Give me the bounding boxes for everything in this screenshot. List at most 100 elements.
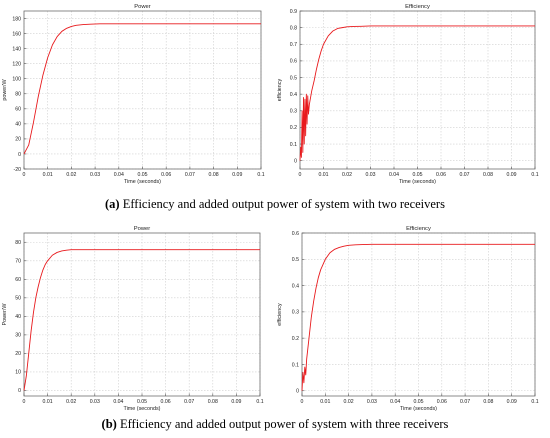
chart-a-efficiency-svg: 0 0.01 0.02 0.03 0.04 0.05 0.06 0.07 0.08 0.09 0.1…	[277, 4, 539, 185]
x-tick-label: 0.05	[137, 399, 147, 405]
caption-a-tag: (a)	[105, 197, 120, 211]
x-tick-label: 0	[23, 172, 26, 178]
x-tick-label: 0.07	[184, 399, 194, 405]
x-tick-label: 0.02	[66, 399, 76, 405]
y-tick-label: 160	[12, 31, 21, 37]
x-tick-label: 0.04	[389, 172, 399, 178]
y-tick-label: 100	[12, 77, 21, 83]
x-tick-label: 0.04	[390, 399, 400, 405]
y-tick-label: 0.7	[290, 42, 297, 48]
chart-a-efficiency: 0 0.01 0.02 0.03 0.04 0.05 0.06 0.07 0.08 0.09 0.1…	[275, 0, 550, 185]
y-tick-label: 50	[15, 296, 21, 302]
y-tick-label: 0.5	[292, 257, 299, 263]
y-tick-label: -20	[14, 167, 22, 173]
x-axis-label: Time (seconds)	[400, 406, 437, 412]
chart-b-efficiency-svg: 0 0.01 0.02 0.03 0.04 0.05 0.06 0.07 0.08 0.09 0.1…	[277, 226, 539, 412]
y-tick-label: 180	[12, 16, 21, 22]
x-tick-label: 0.04	[114, 172, 124, 178]
x-tick-label: 0.1	[256, 399, 263, 405]
y-tick-label: 0.9	[290, 9, 297, 15]
y-tick-label: 0.2	[290, 125, 297, 131]
chart-b-power: 0 0.01 0.02 0.03 0.04 0.05 0.06 0.07 0.08 0.09 0.1…	[0, 222, 275, 412]
x-tick-label: 0.06	[436, 172, 446, 178]
x-tick-label: 0.06	[161, 172, 171, 178]
y-tick-label: 60	[15, 107, 21, 113]
y-tick-label: 20	[15, 137, 21, 143]
x-axis-label: Time (seconds)	[124, 406, 161, 412]
y-tick-label: 0	[18, 152, 21, 158]
y-tick-label: 0.1	[292, 362, 299, 368]
x-tick-label: 0.09	[232, 172, 242, 178]
x-tick-label: 0.02	[344, 399, 354, 405]
chart-a-power: 0 0.01 0.02 0.03 0.04 0.05 0.06 0.07 0.08 0.09 0.1…	[0, 0, 275, 185]
x-tick-label: 0.01	[43, 399, 53, 405]
y-tick-label: 0.4	[292, 283, 299, 289]
x-tick-label: 0	[23, 399, 26, 405]
x-tick-label: 0.04	[113, 399, 123, 405]
x-axis-label: Time (seconds)	[399, 179, 436, 185]
x-tick-label: 0.1	[257, 172, 264, 178]
x-tick-label: 0.02	[342, 172, 352, 178]
y-tick-label: 70	[15, 259, 21, 265]
y-axis-label: power/W	[2, 78, 8, 100]
chart-b-power-svg: 0 0.01 0.02 0.03 0.04 0.05 0.06 0.07 0.08 0.09 0.1…	[2, 226, 264, 412]
x-tick-label: 0.03	[367, 399, 377, 405]
x-tick-label: 0.09	[231, 399, 241, 405]
y-tick-label: 0.1	[290, 142, 297, 148]
x-tick-label: 0.01	[43, 172, 53, 178]
x-tick-label: 0.05	[412, 172, 422, 178]
y-tick-label: 0.5	[290, 75, 297, 81]
x-tick-label: 0.06	[437, 399, 447, 405]
x-tick-label: 0.08	[209, 172, 219, 178]
x-tick-label: 0.1	[531, 172, 538, 178]
x-tick-label: 0	[301, 399, 304, 405]
x-tick-label: 0.05	[137, 172, 147, 178]
y-tick-label: 0	[296, 389, 299, 395]
y-tick-label: 30	[15, 333, 21, 339]
y-tick-label: 10	[15, 370, 21, 376]
y-tick-label: 0.3	[290, 109, 297, 115]
caption-a: (a) Efficiency and added output power of…	[0, 197, 550, 212]
y-tick-label: 0.8	[290, 25, 297, 31]
x-tick-label: 0.08	[483, 399, 493, 405]
y-tick-label: 60	[15, 277, 21, 283]
series-line	[23, 249, 260, 391]
chart-title: Power	[134, 226, 151, 232]
y-tick-label: 40	[15, 314, 21, 320]
x-tick-label: 0.07	[185, 172, 195, 178]
caption-b-tag: (b)	[101, 417, 117, 431]
y-tick-label: 140	[12, 46, 21, 52]
y-axis-label: efficiency	[277, 303, 283, 326]
y-tick-label: 120	[12, 61, 21, 67]
y-tick-label: 0.6	[292, 231, 299, 237]
x-tick-label: 0.03	[90, 399, 100, 405]
x-tick-label: 0.01	[320, 399, 330, 405]
series-line	[299, 25, 535, 161]
x-tick-label: 0.09	[507, 399, 517, 405]
x-axis-label: Time (seconds)	[124, 179, 161, 185]
y-axis-label: efficiency	[277, 79, 283, 102]
x-tick-label: 0.07	[459, 172, 469, 178]
chart-title: Efficiency	[405, 4, 430, 10]
x-tick-label: 0.02	[66, 172, 76, 178]
series-line	[23, 23, 261, 155]
x-tick-label: 0.09	[506, 172, 516, 178]
x-tick-label: 0.07	[460, 399, 470, 405]
chart-title: Efficiency	[406, 226, 431, 232]
y-tick-label: 0	[294, 158, 297, 164]
y-tick-label: 80	[15, 92, 21, 98]
x-tick-label: 0.1	[531, 399, 538, 405]
y-tick-label: 80	[15, 240, 21, 246]
y-tick-label: 0.4	[290, 92, 297, 98]
x-tick-label: 0.05	[413, 399, 423, 405]
x-tick-label: 0.01	[318, 172, 328, 178]
x-tick-label: 0.03	[90, 172, 100, 178]
x-tick-label: 0.03	[365, 172, 375, 178]
y-axis-label: Power/W	[2, 303, 8, 326]
chart-a-power-svg: 0 0.01 0.02 0.03 0.04 0.05 0.06 0.07 0.08 0.09 0.1…	[2, 4, 265, 185]
caption-b-text: Efficiency and added output power of sys…	[116, 417, 449, 431]
y-tick-label: 0.3	[292, 310, 299, 316]
y-tick-label: 0.6	[290, 59, 297, 65]
y-tick-label: 20	[15, 351, 21, 357]
chart-b-efficiency: 0 0.01 0.02 0.03 0.04 0.05 0.06 0.07 0.08 0.09 0.1…	[275, 222, 550, 412]
